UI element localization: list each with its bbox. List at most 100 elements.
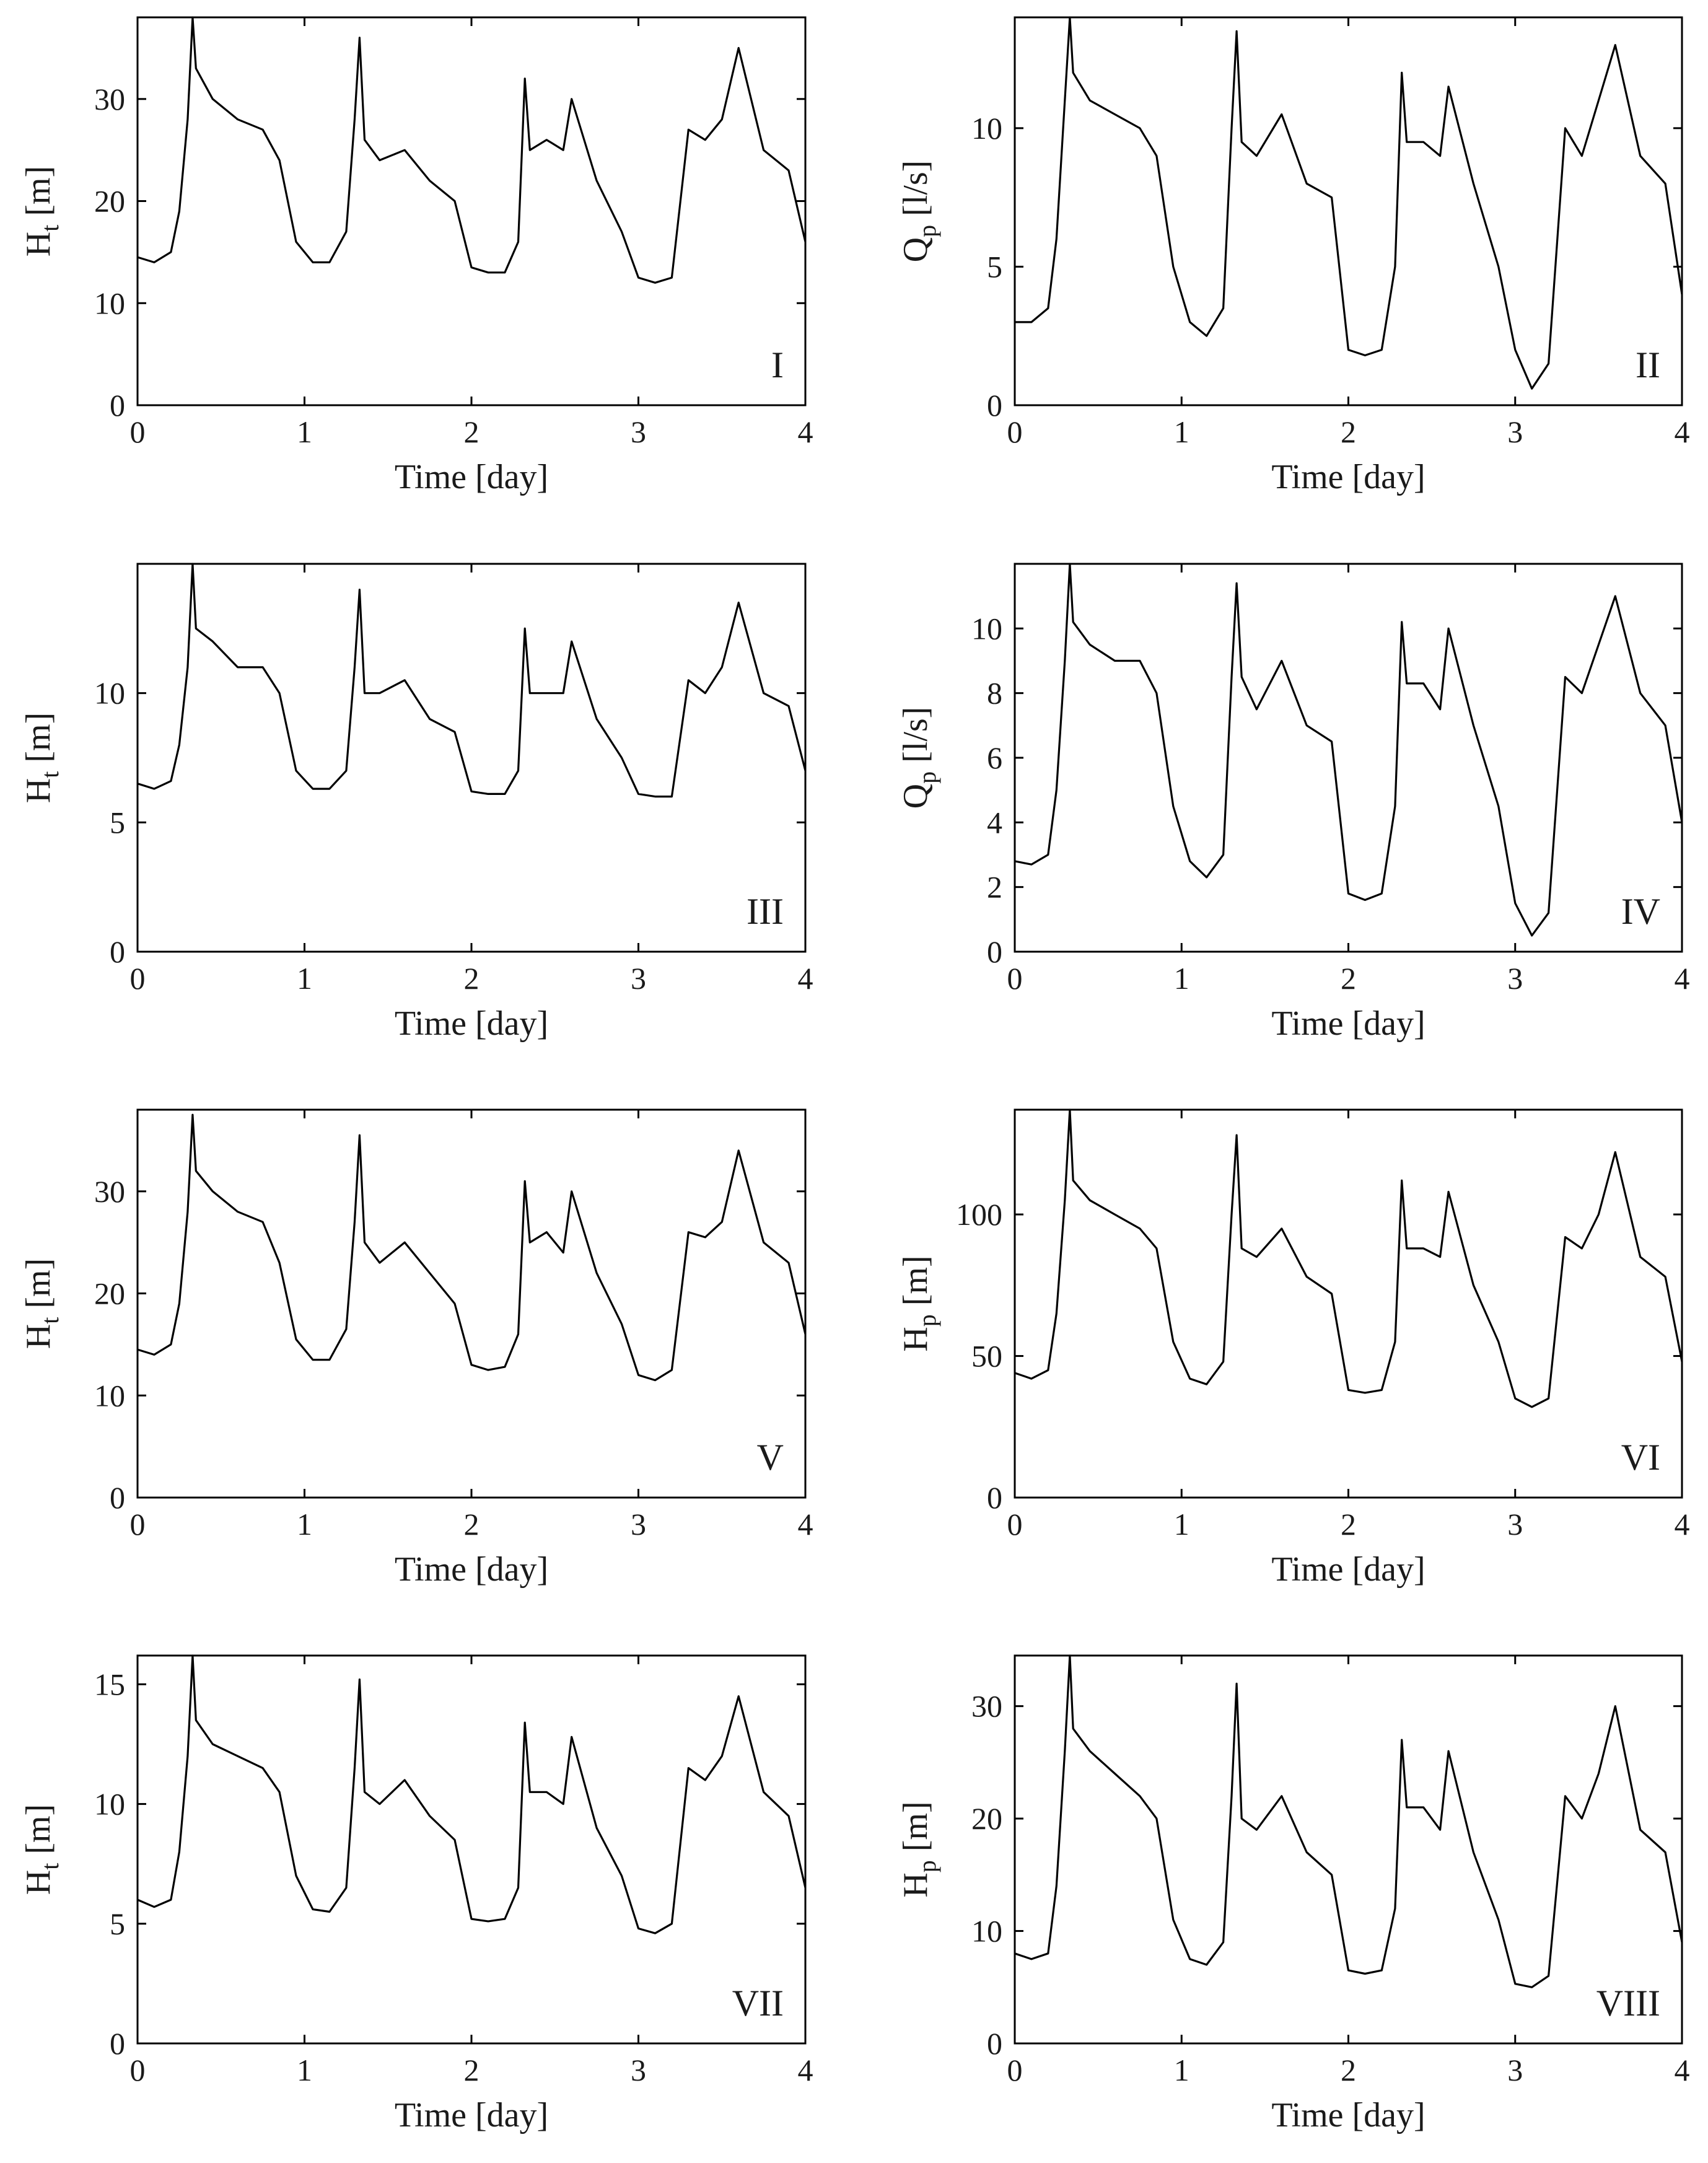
panel-II: 0 1 2 3 4 0 5 10 Time [day] Qp [l/s] II	[896, 16, 1690, 496]
y-axis-label: Hp [m]	[896, 1801, 941, 1897]
x-axis-label: Time [day]	[1271, 458, 1425, 496]
y-tick-label: 10	[971, 611, 1002, 646]
x-axis-label: Time [day]	[1271, 1004, 1425, 1043]
x-tick-label: 2	[464, 961, 480, 996]
x-tick-label: 4	[798, 415, 813, 449]
y-axis-label: Ht [m]	[19, 1804, 64, 1895]
x-tick-label: 1	[297, 961, 312, 996]
panel-tag: VII	[732, 1983, 784, 2024]
y-tick-label: 20	[971, 1801, 1002, 1836]
x-tick-label: 1	[1174, 415, 1189, 449]
y-tick-label: 4	[987, 805, 1002, 840]
y-tick-label: 0	[987, 2026, 1002, 2061]
panel-tag: III	[747, 891, 784, 932]
x-tick-label: 3	[631, 1507, 646, 1542]
y-axis-label: Ht [m]	[19, 1258, 64, 1349]
panel-tag: II	[1636, 344, 1660, 385]
x-tick-label: 4	[1675, 415, 1690, 449]
x-axis-label: Time [day]	[1271, 1550, 1425, 1589]
x-axis-label: Time [day]	[1271, 2096, 1425, 2134]
y-tick-label: 0	[110, 388, 125, 423]
x-axis-label: Time [day]	[395, 1004, 548, 1043]
series-line	[137, 1654, 807, 1934]
panel-VI: 0 1 2 3 4 0 50 100 Time [day] Hp [m] VI	[896, 1108, 1690, 1589]
series-line	[1015, 16, 1683, 390]
y-tick-label: 5	[110, 805, 125, 840]
x-tick-label: 2	[464, 2053, 480, 2087]
y-tick-label: 10	[971, 1914, 1002, 1949]
series-line	[1014, 1654, 1683, 1988]
panel-tag: VI	[1621, 1437, 1660, 1478]
x-axis-label: Time [day]	[395, 2096, 548, 2134]
y-axis-label: Ht [m]	[19, 713, 64, 803]
y-tick-label: 30	[94, 82, 125, 116]
y-tick-label: 5	[987, 249, 1002, 284]
x-tick-label: 3	[1507, 415, 1523, 449]
x-tick-label: 2	[464, 415, 480, 449]
y-tick-label: 20	[94, 1276, 125, 1311]
x-tick-label: 1	[297, 1507, 312, 1542]
panel-III: 0 1 2 3 4 0 5 10 Time [day] Ht [m] III	[19, 563, 813, 1043]
axes-frame	[136, 1654, 807, 2045]
y-tick-label: 5	[110, 1906, 125, 1941]
panel-I: 0 1 2 3 4 0 10 20 30 Time [day] Ht [m] I	[19, 16, 813, 496]
x-tick-label: 4	[1675, 1507, 1690, 1542]
series-line	[137, 1113, 807, 1382]
x-tick-label: 3	[1507, 1507, 1523, 1542]
y-axis-label: Ht [m]	[19, 166, 64, 257]
panel-tag: V	[757, 1437, 784, 1478]
y-tick-label: 10	[94, 676, 125, 711]
series-line	[137, 563, 807, 798]
y-tick-label: 6	[987, 740, 1002, 775]
y-axis-label: Qp [l/s]	[896, 707, 941, 809]
panel-tag: VIII	[1596, 1983, 1660, 2024]
x-tick-label: 0	[130, 961, 146, 996]
x-tick-label: 0	[130, 415, 146, 449]
x-tick-label: 1	[297, 2053, 312, 2087]
axes-frame	[136, 16, 807, 406]
y-tick-label: 2	[987, 870, 1002, 905]
x-tick-label: 0	[130, 1507, 146, 1542]
x-tick-label: 2	[1341, 1507, 1356, 1542]
x-tick-label: 4	[1675, 2053, 1690, 2087]
y-axis-label: Qp [l/s]	[896, 160, 941, 263]
y-tick-label: 0	[110, 1480, 125, 1515]
y-tick-label: 20	[94, 184, 125, 219]
y-tick-label: 0	[110, 2026, 125, 2061]
y-tick-label: 50	[971, 1339, 1002, 1374]
x-tick-label: 2	[1341, 415, 1356, 449]
x-tick-label: 0	[1007, 2053, 1023, 2087]
panel-VII: 0 1 2 3 4 0 5 10 15 Time [day] Ht [m] VII	[19, 1654, 813, 2134]
y-tick-label: 0	[987, 388, 1002, 423]
panel-IV: 0 1 2 3 4 0 2 4 6 8 10 Time [day] Qp [l/s] IV	[896, 563, 1690, 1043]
panel-V: 0 1 2 3 4 0 10 20 30 Time [day] Ht [m] V	[19, 1108, 813, 1589]
axes-frame	[1014, 1108, 1683, 1499]
series-line	[1014, 1108, 1683, 1408]
x-tick-label: 3	[631, 415, 646, 449]
x-tick-label: 2	[464, 1507, 480, 1542]
x-tick-label: 3	[631, 961, 646, 996]
x-tick-label: 2	[1341, 961, 1356, 996]
x-tick-label: 1	[297, 415, 312, 449]
x-tick-label: 2	[1341, 2053, 1356, 2087]
y-tick-label: 0	[110, 934, 125, 969]
axes-frame	[1014, 1654, 1683, 2045]
x-axis-label: Time [day]	[395, 458, 548, 496]
x-tick-label: 0	[1007, 1507, 1023, 1542]
panel-tag: IV	[1621, 891, 1660, 932]
series-line	[137, 16, 807, 284]
x-tick-label: 0	[1007, 961, 1023, 996]
y-tick-label: 15	[94, 1667, 125, 1701]
y-tick-label: 10	[94, 1787, 125, 1822]
x-tick-label: 1	[1174, 2053, 1189, 2087]
x-tick-label: 4	[798, 2053, 813, 2087]
y-tick-label: 30	[94, 1174, 125, 1209]
y-tick-label: 0	[987, 1480, 1002, 1515]
series-line	[1014, 563, 1683, 937]
y-tick-label: 30	[971, 1689, 1002, 1724]
panel-VIII: 0 1 2 3 4 0 10 20 30 Time [day] Hp [m] VIII	[896, 1654, 1690, 2134]
axes-frame	[136, 1108, 807, 1499]
y-tick-label: 10	[94, 286, 125, 320]
x-tick-label: 4	[798, 1507, 813, 1542]
